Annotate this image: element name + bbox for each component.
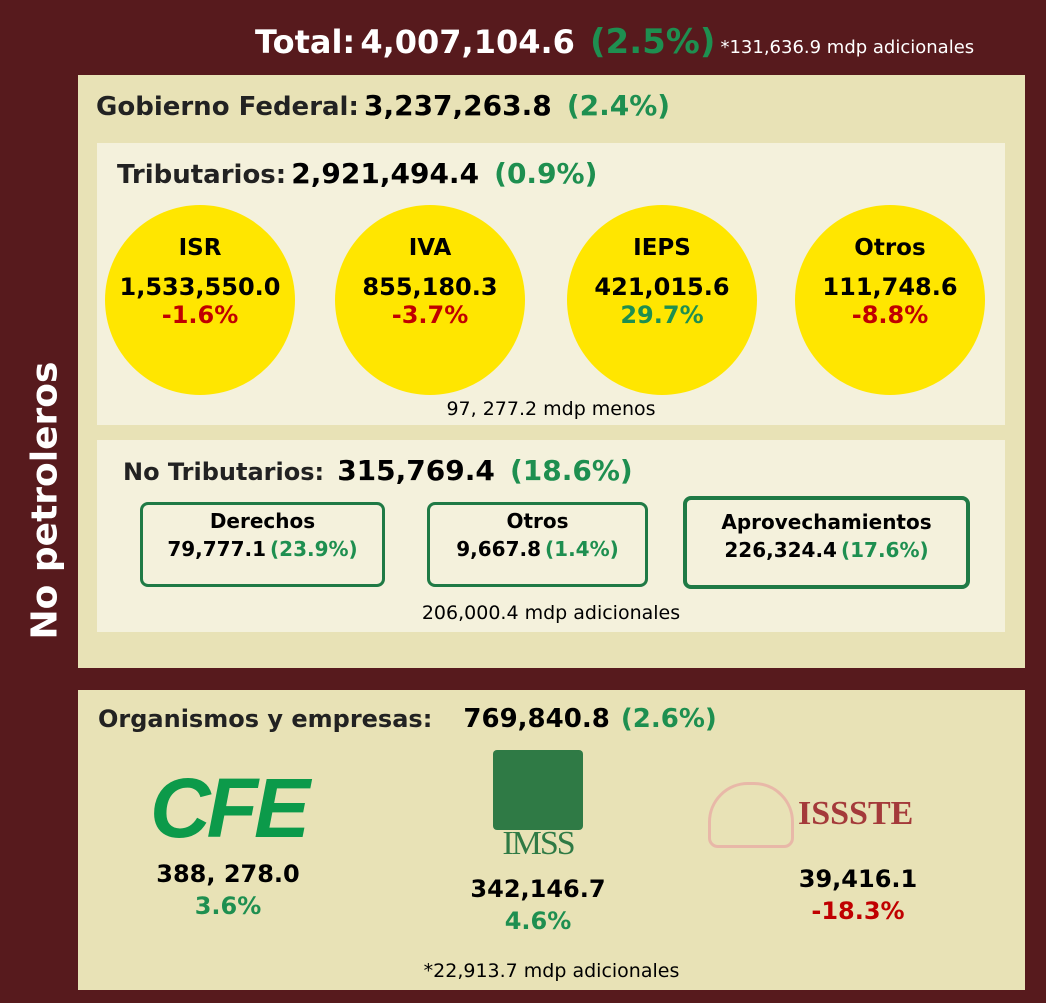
box-change: (1.4%) <box>545 537 619 561</box>
box-change: (23.9%) <box>270 537 358 561</box>
gobierno-value: 3,237,263.8 <box>363 89 552 122</box>
issste-emblem <box>708 782 794 848</box>
total-value: 4,007,104.6 <box>360 23 575 61</box>
org-change: 4.6% <box>504 907 572 935</box>
box-row: 9,667.8 (1.4%) <box>430 537 645 561</box>
tax-value: 1,533,550.0 <box>119 273 281 301</box>
tax-change: -1.6% <box>161 301 239 329</box>
gobierno-header: Gobierno Federal: 3,237,263.8 (2.4%) <box>96 89 670 122</box>
org-change: 3.6% <box>194 892 262 920</box>
revenue-box: Aprovechamientos 226,324.4 (17.6%) <box>683 496 970 589</box>
total-note: *131,636.9 mdp adicionales <box>720 37 975 58</box>
tax-name: ISR <box>178 235 222 261</box>
revenue-box: Derechos 79,777.1 (23.9%) <box>140 502 385 587</box>
org-value: 342,146.7 <box>470 875 606 903</box>
organismos-value: 769,840.8 <box>463 704 610 734</box>
box-name: Aprovechamientos <box>721 510 932 534</box>
tax-name: IVA <box>408 235 452 261</box>
imss-logo: IMSS <box>502 825 575 862</box>
tax-circle: ISR 1,533,550.0 -1.6% <box>105 205 295 395</box>
tax-value: 855,180.3 <box>362 273 498 301</box>
organismos-note: *22,913.7 mdp adicionales <box>423 960 680 982</box>
gobierno-change: (2.4%) <box>566 89 671 122</box>
org-change: -18.3% <box>811 897 905 925</box>
issste-logo: ISSSTE <box>798 795 914 832</box>
box-value: 226,324.4 <box>724 538 837 562</box>
no-tributarios-label: No Tributarios: <box>123 458 325 486</box>
tax-change: 29.7% <box>620 301 704 329</box>
tributarios-note: 97, 277.2 mdp menos <box>446 398 656 420</box>
box-row: 79,777.1 (23.9%) <box>143 537 382 561</box>
box-value: 79,777.1 <box>167 537 267 561</box>
no-tributarios-note: 206,000.4 mdp adicionales <box>421 602 681 624</box>
tax-name: IEPS <box>633 235 691 261</box>
tributarios-label: Tributarios: <box>117 160 287 190</box>
gobierno-panel: Gobierno Federal: 3,237,263.8 (2.4%) Tri… <box>78 75 1025 668</box>
tax-change: -8.8% <box>851 301 929 329</box>
organismos-header: Organismos y empresas: 769,840.8 (2.6%) <box>98 704 717 734</box>
total-label: Total: <box>255 23 356 61</box>
tributarios-header: Tributarios: 2,921,494.4 (0.9%) <box>117 157 597 190</box>
org-value: 388, 278.0 <box>156 860 300 888</box>
no-tributarios-change: (18.6%) <box>509 454 633 487</box>
box-name: Otros <box>506 509 569 533</box>
imss-emblem <box>493 750 583 830</box>
tax-circle: IEPS 421,015.6 29.7% <box>567 205 757 395</box>
tax-value: 421,015.6 <box>594 273 730 301</box>
side-label: No petroleros <box>24 361 66 640</box>
tributarios-change: (0.9%) <box>494 157 598 190</box>
cfe-logo: CFE <box>150 761 310 855</box>
tax-circle: Otros 111,748.6 -8.8% <box>795 205 985 395</box>
tax-name: Otros <box>854 235 926 261</box>
tributarios-panel: Tributarios: 2,921,494.4 (0.9%) ISR 1,533… <box>97 143 1005 425</box>
tax-value: 111,748.6 <box>822 273 958 301</box>
tax-change: -3.7% <box>391 301 469 329</box>
tributarios-value: 2,921,494.4 <box>291 157 480 190</box>
organismos-panel: Organismos y empresas: 769,840.8 (2.6%) … <box>78 690 1025 990</box>
total-change: (2.5%) <box>590 22 716 62</box>
organismos-label: Organismos y empresas: <box>98 705 433 733</box>
org-value: 39,416.1 <box>798 865 918 893</box>
tax-circle: IVA 855,180.3 -3.7% <box>335 205 525 395</box>
box-change: (17.6%) <box>840 538 929 562</box>
revenue-box: Otros 9,667.8 (1.4%) <box>427 502 648 587</box>
gobierno-label: Gobierno Federal: <box>96 92 359 122</box>
box-row: 226,324.4 (17.6%) <box>687 538 966 562</box>
box-name: Derechos <box>209 509 316 533</box>
box-value: 9,667.8 <box>456 537 542 561</box>
no-tributarios-header: No Tributarios: 315,769.4 (18.6%) <box>123 454 633 487</box>
no-tributarios-value: 315,769.4 <box>337 454 495 487</box>
total-header: Total: 4,007,104.6 (2.5%) *131,636.9 mdp… <box>255 22 974 62</box>
organismos-change: (2.6%) <box>620 704 717 734</box>
no-tributarios-panel: No Tributarios: 315,769.4 (18.6%) Derech… <box>97 440 1005 632</box>
